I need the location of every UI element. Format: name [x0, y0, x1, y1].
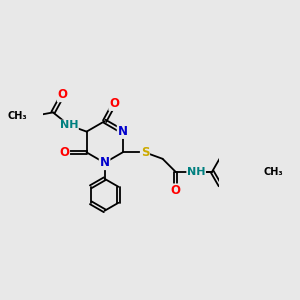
- Text: N: N: [118, 125, 128, 138]
- Text: O: O: [170, 184, 180, 197]
- Text: NH: NH: [60, 120, 78, 130]
- Text: CH₃: CH₃: [8, 111, 27, 121]
- Text: NH: NH: [187, 167, 206, 177]
- Text: O: O: [109, 97, 119, 110]
- Text: CH₃: CH₃: [263, 167, 283, 177]
- Text: O: O: [58, 88, 68, 101]
- Text: S: S: [141, 146, 149, 159]
- Text: H: H: [191, 167, 201, 177]
- Text: N: N: [100, 156, 110, 169]
- Text: O: O: [59, 146, 69, 159]
